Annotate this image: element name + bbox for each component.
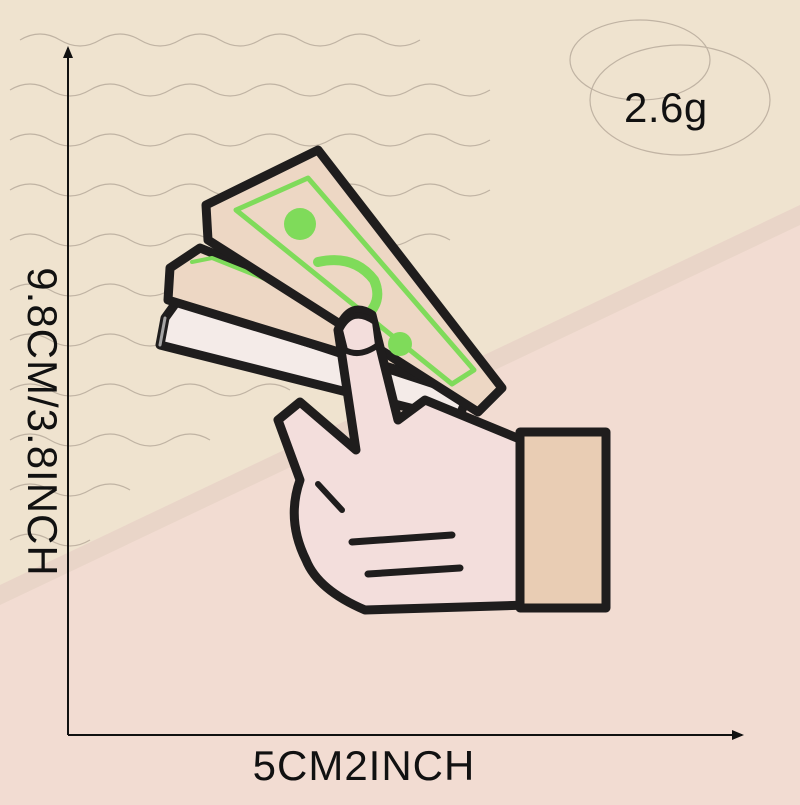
- height-label: 9.8CM/3.8INCH: [19, 267, 66, 577]
- measurement-axes: [63, 46, 744, 740]
- sleeve-cuff: [515, 427, 611, 613]
- width-label: 5CM2INCH: [252, 742, 476, 789]
- weight-label: 2.6g: [624, 84, 708, 131]
- embroidered-patch: [155, 145, 611, 615]
